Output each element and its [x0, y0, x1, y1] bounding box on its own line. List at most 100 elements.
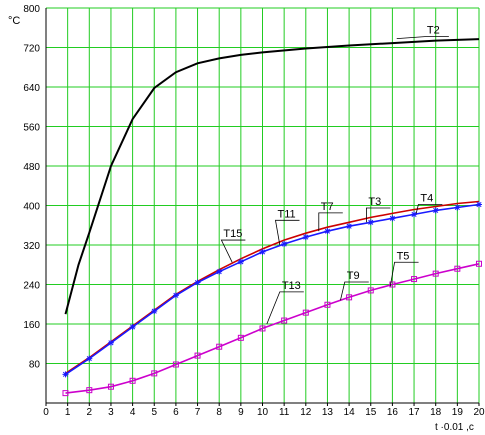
series-line-t3 — [65, 200, 480, 375]
data-point-t5 — [454, 265, 461, 272]
data-point-t4 — [324, 228, 331, 235]
data-point-t5 — [151, 370, 158, 377]
x-tick-label: 5 — [151, 407, 157, 418]
data-point-t5 — [302, 309, 309, 316]
data-point-t4 — [476, 201, 482, 208]
data-point-t4 — [411, 211, 418, 218]
annotation-leader — [366, 207, 391, 223]
data-point-t5 — [324, 301, 331, 308]
data-point-t4 — [389, 215, 396, 222]
data-point-t5 — [432, 270, 439, 277]
data-point-t5 — [411, 276, 418, 283]
x-tick-label: 12 — [300, 407, 312, 418]
data-point-t4 — [216, 268, 223, 275]
y-tick-label: 320 — [23, 241, 40, 252]
data-point-t4 — [107, 339, 114, 346]
data-point-t4 — [172, 292, 179, 299]
y-tick-label: 720 — [23, 44, 40, 55]
data-point-t4 — [62, 371, 69, 378]
y-tick-label: 560 — [23, 123, 40, 134]
annotation-label-t7: T7 — [321, 201, 334, 213]
data-point-t4 — [454, 204, 461, 211]
data-point-t5 — [476, 260, 482, 267]
y-tick-label: 480 — [23, 162, 40, 173]
data-point-t5 — [346, 294, 353, 301]
annotation-leader — [220, 239, 246, 263]
x-tick-label: 9 — [238, 407, 244, 418]
x-tick-label: 13 — [322, 407, 334, 418]
data-point-t5 — [107, 383, 114, 390]
x-tick-label: 4 — [130, 407, 136, 418]
data-point-t4 — [151, 308, 158, 315]
data-point-t4 — [346, 223, 353, 230]
data-point-t5 — [62, 390, 69, 397]
data-point-t4 — [129, 323, 136, 330]
data-point-t5 — [216, 343, 223, 350]
x-tick-label: 11 — [279, 407, 290, 418]
annotation-leader — [275, 219, 300, 246]
x-tick-label: 6 — [173, 407, 179, 418]
annotation-leader — [415, 204, 443, 214]
data-point-t5 — [129, 377, 136, 384]
x-tick-label: 0 — [43, 407, 49, 418]
x-tick-label: 15 — [365, 407, 377, 418]
data-point-t4 — [259, 248, 266, 255]
x-tick-label: 8 — [216, 407, 222, 418]
grid — [46, 7, 480, 403]
x-tick-label: 19 — [452, 407, 464, 418]
data-point-t5 — [367, 287, 374, 294]
x-tick-label: 14 — [344, 407, 356, 418]
series-line-t2 — [64, 38, 480, 315]
annotation-label-t9: T9 — [347, 270, 360, 282]
axes: 0 1 2 3 4 5 6 7 8 9 10 11 12 13 14 15 16 17 18 19 2080160240… — [23, 4, 485, 418]
y-tick-label: 640 — [23, 83, 40, 94]
y-axis-label: °C — [8, 15, 20, 27]
data-point-t5 — [259, 325, 266, 332]
x-tick-label: 2 — [87, 407, 93, 418]
annotation-label-t11: T11 — [277, 208, 295, 220]
annotation-label-t3: T3 — [368, 196, 381, 208]
annotation-label-t13: T13 — [282, 280, 301, 292]
series-line-t5 — [65, 263, 480, 394]
annotation-label-t15: T15 — [223, 228, 242, 240]
data-point-t4 — [281, 241, 288, 248]
x-tick-label: 10 — [257, 407, 269, 418]
data-point-t5 — [172, 361, 179, 368]
x-tick-label: 3 — [108, 407, 114, 418]
data-point-t5 — [194, 352, 201, 359]
data-point-t4 — [432, 207, 439, 214]
annotation-label-t4: T4 — [420, 193, 433, 205]
annotation-leader — [340, 281, 369, 301]
annotation-leader — [396, 36, 449, 40]
annotation-label-t5: T5 — [397, 250, 410, 262]
x-tick-label: 7 — [195, 407, 201, 418]
y-tick-label: 240 — [23, 281, 40, 292]
annotations: T2 T15 T11 T7 T3 T4 T13 T9 T5 — [220, 25, 449, 325]
data-point-t4 — [237, 258, 244, 265]
x-tick-label: 17 — [408, 407, 420, 418]
y-tick-label: 80 — [29, 360, 41, 371]
data-point-t5 — [86, 387, 93, 394]
x-tick-label: 20 — [473, 407, 485, 418]
y-tick-label: 160 — [23, 320, 40, 331]
data-point-t4 — [367, 219, 374, 226]
x-tick-label: 1 — [65, 407, 71, 418]
data-point-t5 — [389, 281, 396, 288]
y-tick-label: 400 — [23, 202, 40, 213]
series-group — [62, 38, 482, 397]
series-line-t4 — [65, 203, 480, 376]
data-point-t5 — [237, 334, 244, 341]
data-point-t4 — [194, 279, 201, 286]
x-tick-label: 16 — [387, 407, 399, 418]
annotation-leader — [318, 212, 343, 232]
data-point-t5 — [281, 317, 288, 324]
y-tick-label: 800 — [23, 4, 40, 15]
data-point-t4 — [86, 355, 93, 362]
annotation-leader — [389, 261, 419, 287]
x-tick-label: 18 — [430, 407, 442, 418]
annotation-leader — [266, 291, 304, 325]
x-axis-label: t ·0.01 ,c — [435, 422, 474, 433]
data-point-t4 — [302, 234, 309, 241]
annotation-label-t2: T2 — [427, 25, 440, 37]
